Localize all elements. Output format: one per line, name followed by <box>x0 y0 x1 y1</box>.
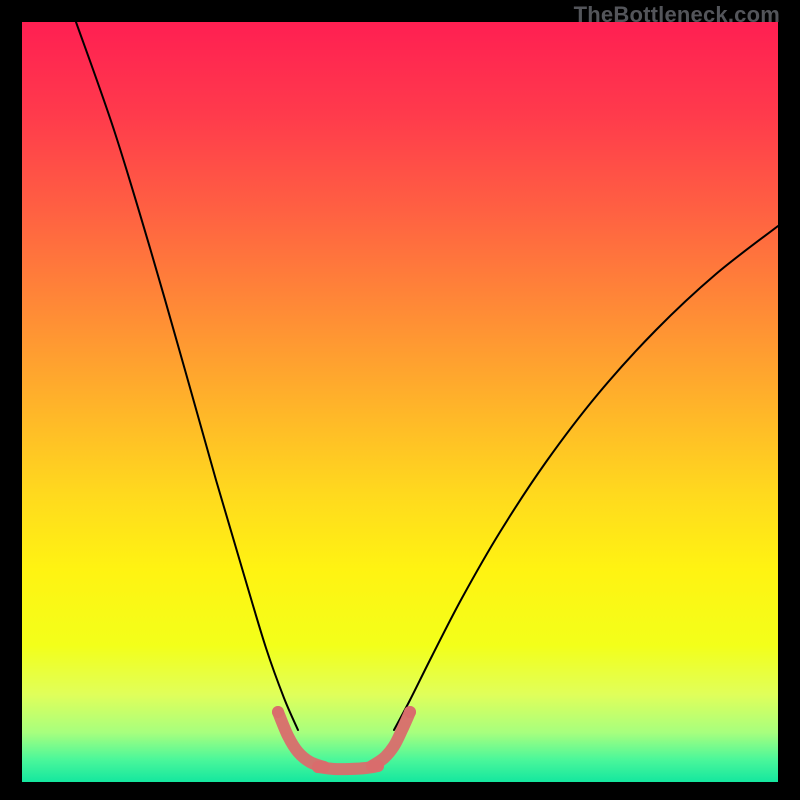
heat-gradient-background <box>22 22 778 782</box>
chart-stage: TheBottleneck.com <box>0 0 800 800</box>
watermark-text: TheBottleneck.com <box>574 2 780 28</box>
